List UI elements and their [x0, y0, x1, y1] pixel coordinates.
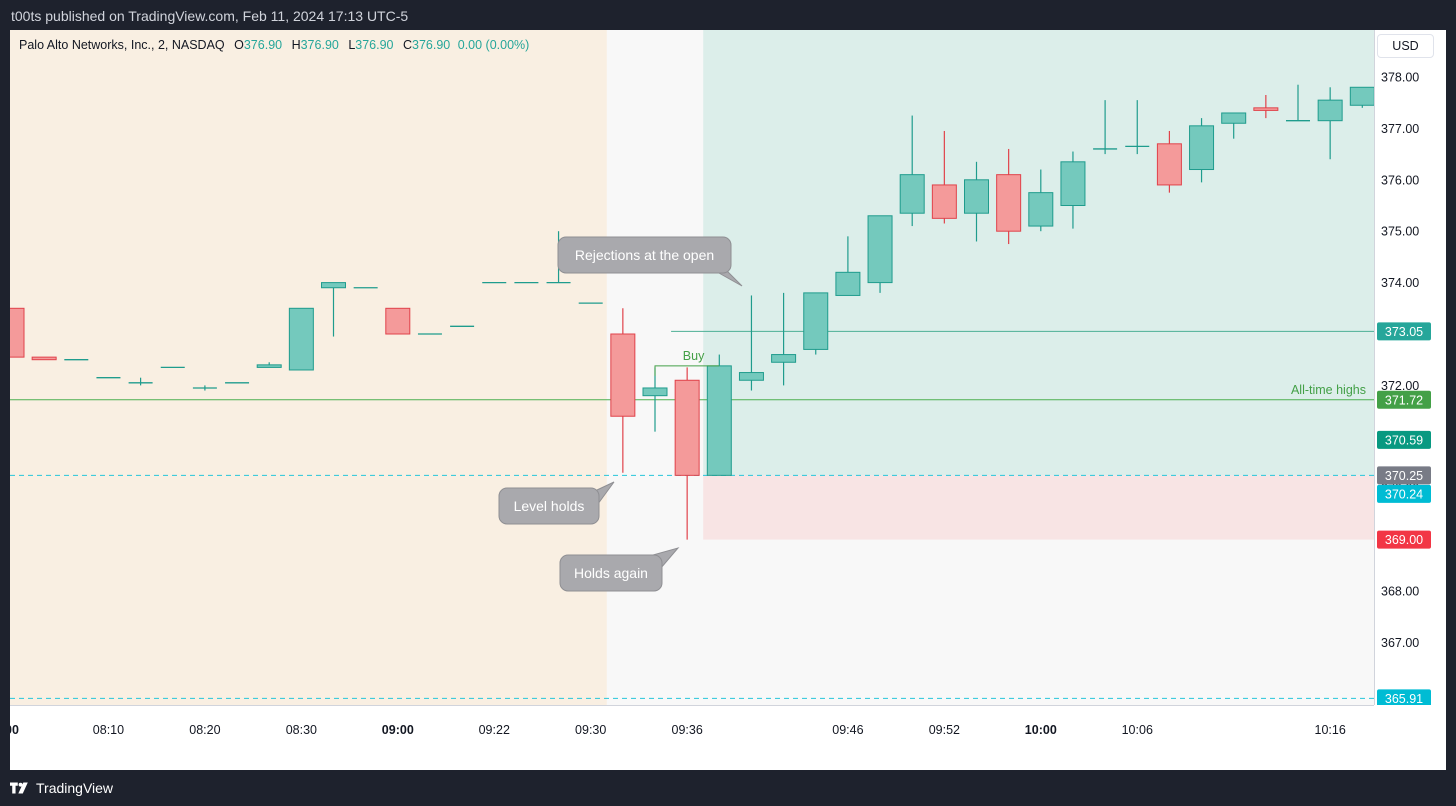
candle-body	[835, 271, 861, 296]
callout-rejections: Rejections at the open	[557, 236, 743, 287]
open-value: 376.90	[243, 38, 283, 52]
candle-body	[931, 184, 957, 219]
candle-body	[996, 174, 1022, 232]
candle-body	[1349, 86, 1375, 106]
level-badge-0-text: 373.05	[1385, 325, 1423, 339]
footer-bar: TradingView	[0, 770, 1456, 806]
candle-body	[1156, 143, 1182, 186]
buy-marker-label: Buy	[683, 349, 705, 363]
candle-body	[803, 292, 829, 350]
callout-level-holds: Level holds	[498, 481, 615, 525]
candle-body	[10, 307, 25, 358]
axis-badge-3-text: 369.00	[1385, 533, 1423, 547]
price-tick-label: 367.00	[1381, 636, 1419, 650]
time-tick-label: 10:16	[1315, 723, 1346, 737]
candle-body	[771, 354, 797, 363]
chart-area[interactable]: All-time highs Buy Rejections at the open L…	[10, 30, 1446, 770]
time-axis-bg	[10, 705, 1446, 770]
candle-body	[1028, 192, 1054, 227]
candle-body	[256, 364, 282, 368]
candle-body	[706, 365, 732, 476]
ohlc-legend: Palo Alto Networks, Inc., 2, NASDAQ O376…	[19, 38, 529, 52]
time-tick-label: 08:10	[93, 723, 124, 737]
change-value: 0.00 (0.00%)	[457, 38, 530, 52]
time-tick-label: 09:52	[929, 723, 960, 737]
price-tick-label: 377.00	[1381, 122, 1419, 136]
axis-badge-1-bg	[1377, 466, 1431, 485]
open-label: O	[234, 38, 244, 52]
time-tick-label: 09:22	[479, 723, 510, 737]
axis-badge-2-text: 370.24	[1385, 487, 1423, 501]
level-note: All-time highs	[1291, 383, 1366, 397]
callout-level-holds-box	[498, 487, 600, 525]
callout-rejections-box	[557, 236, 732, 274]
close-label: C	[403, 38, 413, 52]
low-label: L	[348, 38, 356, 52]
position-loss-zone	[703, 475, 1374, 540]
time-tick-label: 10:06	[1122, 723, 1153, 737]
candle-body	[642, 387, 668, 397]
symbol-name: Palo Alto Networks, Inc., 2, NASDAQ	[19, 38, 225, 52]
time-tick-label: 09:46	[832, 723, 863, 737]
level-badge-1-bg	[1377, 390, 1431, 409]
candle-body	[964, 179, 989, 214]
candle-body	[1060, 161, 1086, 206]
publish-header: t00ts published on TradingView.com, Feb …	[0, 0, 1456, 30]
candle-body	[288, 307, 314, 371]
time-tick-label: 09:36	[672, 723, 703, 737]
level-badge-1-text: 371.72	[1385, 393, 1423, 407]
tv-logo-icon	[10, 782, 28, 794]
candle-body	[385, 307, 411, 335]
time-tick-label: 10:00	[1025, 723, 1057, 737]
position-profit-zone	[703, 30, 1374, 476]
price-chart[interactable]: All-time highs Buy Rejections at the open L…	[10, 30, 1446, 770]
candle-body	[1253, 107, 1279, 111]
candle-body	[1317, 99, 1343, 122]
time-tick-label: 08:30	[286, 723, 317, 737]
close-value: 376.90	[412, 38, 451, 52]
time-tick-label: 08:20	[189, 723, 220, 737]
candle-body	[321, 282, 346, 289]
axis-badge-2-bg	[1377, 484, 1431, 503]
time-tick-label: 09:30	[575, 723, 606, 737]
price-tick-label: 378.00	[1381, 71, 1419, 85]
axis-badge-0-bg	[1377, 430, 1431, 449]
callout-holds-again-text: Holds again	[574, 565, 648, 581]
price-tick-label: 375.00	[1381, 225, 1419, 239]
low-value: 376.90	[355, 38, 394, 52]
candle-body	[1189, 125, 1215, 171]
axis-badge-3-bg	[1377, 530, 1431, 549]
price-tick-label: 368.00	[1381, 585, 1419, 599]
callout-holds-again: Holds again	[559, 547, 680, 592]
price-tick-label: 376.00	[1381, 173, 1419, 187]
time-tick-label: 00	[10, 723, 19, 737]
level-badge-3-text: 365.91	[1385, 692, 1423, 706]
time-tick-label: 09:00	[382, 723, 414, 737]
currency-button[interactable]: USD	[1377, 34, 1434, 58]
candle-body	[31, 356, 57, 361]
level-badge-0-bg	[1377, 322, 1431, 341]
candle-body	[610, 333, 636, 417]
price-tick-label: 372.00	[1381, 379, 1419, 393]
candle-body	[899, 174, 925, 214]
candle-body	[867, 215, 893, 284]
brand-name: TradingView	[36, 780, 114, 796]
high-label: H	[291, 38, 301, 52]
candle-body	[1221, 112, 1247, 124]
high-value: 376.90	[300, 38, 339, 52]
axis-badge-0-text: 370.59	[1385, 433, 1423, 447]
candle-body	[674, 379, 700, 476]
price-tick-label: 374.00	[1381, 276, 1419, 290]
candle-body	[738, 372, 764, 381]
axis-badge-1-text: 370.25	[1385, 469, 1423, 483]
tradingview-logo[interactable]: TradingView	[10, 780, 113, 796]
price-axis-bg	[1374, 30, 1446, 705]
buy-marker-line	[654, 365, 720, 376]
level-badge-3-bg	[1377, 689, 1431, 708]
callout-rejections-text: Rejections at the open	[575, 247, 714, 263]
callout-level-holds-text: Level holds	[514, 498, 585, 514]
callout-holds-again-box	[559, 554, 663, 592]
publish-text: t00ts published on TradingView.com, Feb …	[11, 8, 409, 24]
